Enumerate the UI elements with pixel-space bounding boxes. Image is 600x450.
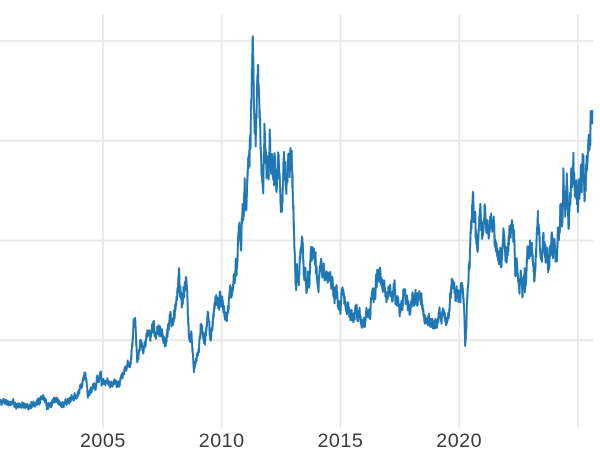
- svg-text:2015: 2015: [317, 430, 363, 450]
- svg-text:2020: 2020: [436, 430, 482, 450]
- svg-text:2010: 2010: [199, 430, 245, 450]
- svg-text:2005: 2005: [80, 430, 126, 450]
